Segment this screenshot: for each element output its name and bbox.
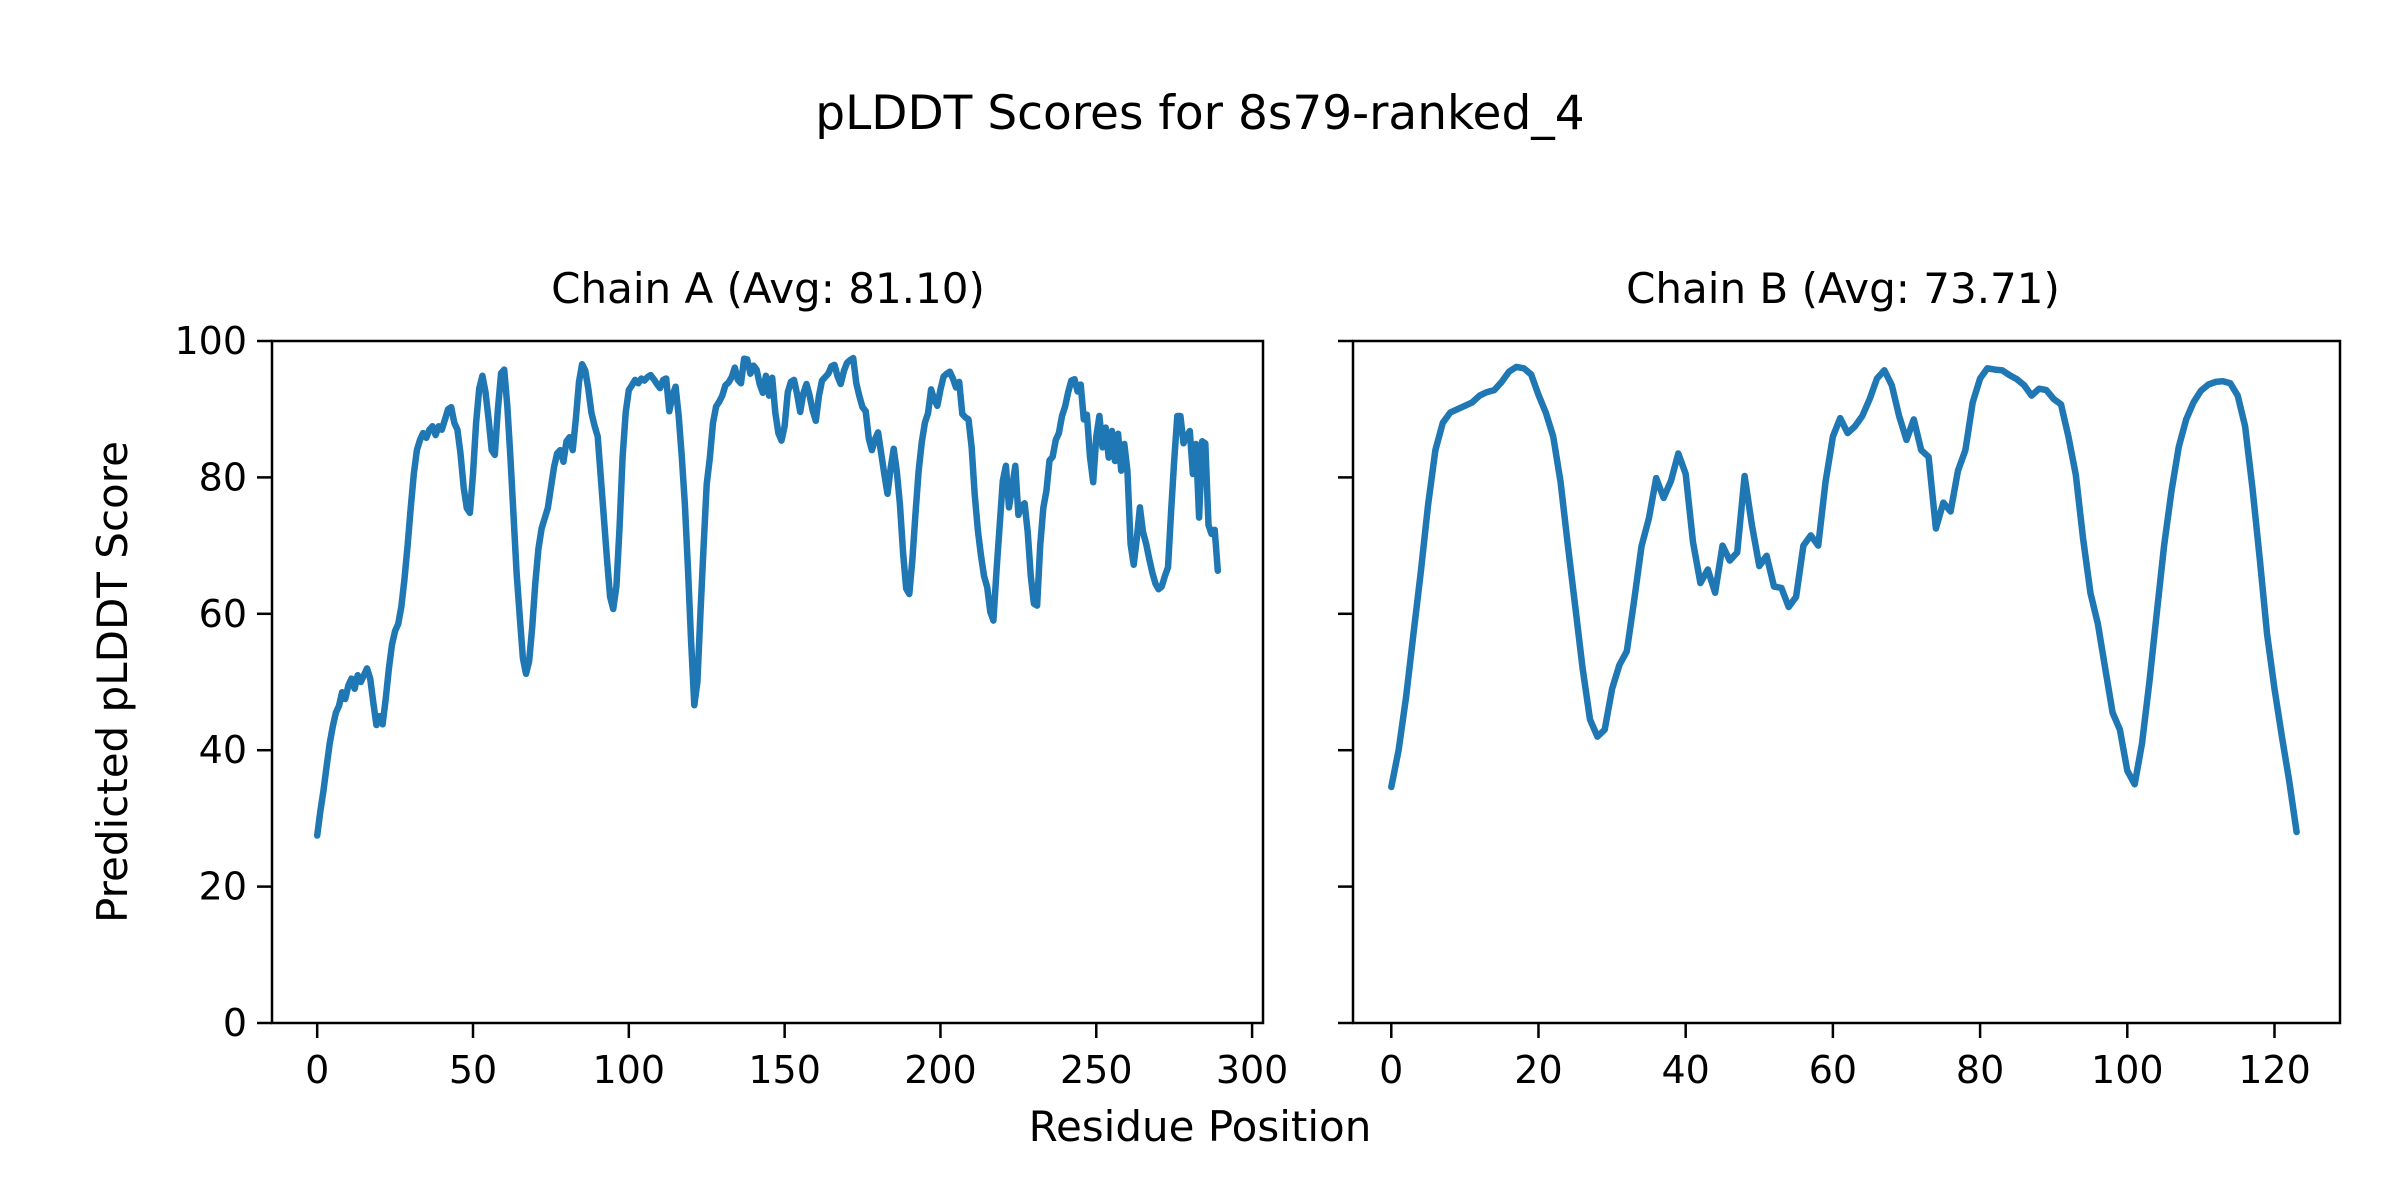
x-tick-label: 120: [2238, 1048, 2311, 1092]
y-tick-label: 40: [199, 728, 247, 772]
x-tick-label: 0: [305, 1048, 329, 1092]
chain-a-subplot-title: Chain A (Avg: 81.10): [551, 264, 985, 313]
figure-title: pLDDT Scores for 8s79-ranked_4: [815, 86, 1585, 141]
x-tick-label: 100: [2091, 1048, 2164, 1092]
x-tick-label: 200: [904, 1048, 977, 1092]
x-tick-label: 40: [1662, 1048, 1710, 1092]
x-tick-label: 80: [1956, 1048, 2004, 1092]
x-axis-label: Residue Position: [1028, 1102, 1372, 1151]
axes-frame-chain-a: [270, 339, 1265, 1025]
y-tick-label: 60: [199, 592, 247, 636]
x-tick-label: 300: [1216, 1048, 1289, 1092]
plddt-line-chain-b: [1388, 363, 2300, 836]
plddt-line-chain-a: [313, 354, 1222, 839]
x-tick-label: 20: [1514, 1048, 1562, 1092]
axes-frame-chain-b: [1351, 339, 2342, 1025]
y-tick-label: 80: [199, 455, 247, 499]
y-axis-label: Predicted pLDDT Score: [87, 441, 137, 923]
x-tick-label: 50: [449, 1048, 497, 1092]
x-tick-label: 250: [1060, 1048, 1133, 1092]
y-tick-label: 20: [199, 865, 247, 909]
x-tick-label: 0: [1379, 1048, 1403, 1092]
y-tick-label: 100: [174, 319, 247, 363]
x-tick-label: 100: [593, 1048, 666, 1092]
chain-b-subplot-title: Chain B (Avg: 73.71): [1626, 264, 2060, 313]
x-tick-label: 60: [1809, 1048, 1857, 1092]
y-tick-label: 0: [223, 1001, 247, 1045]
x-tick-label: 150: [748, 1048, 821, 1092]
